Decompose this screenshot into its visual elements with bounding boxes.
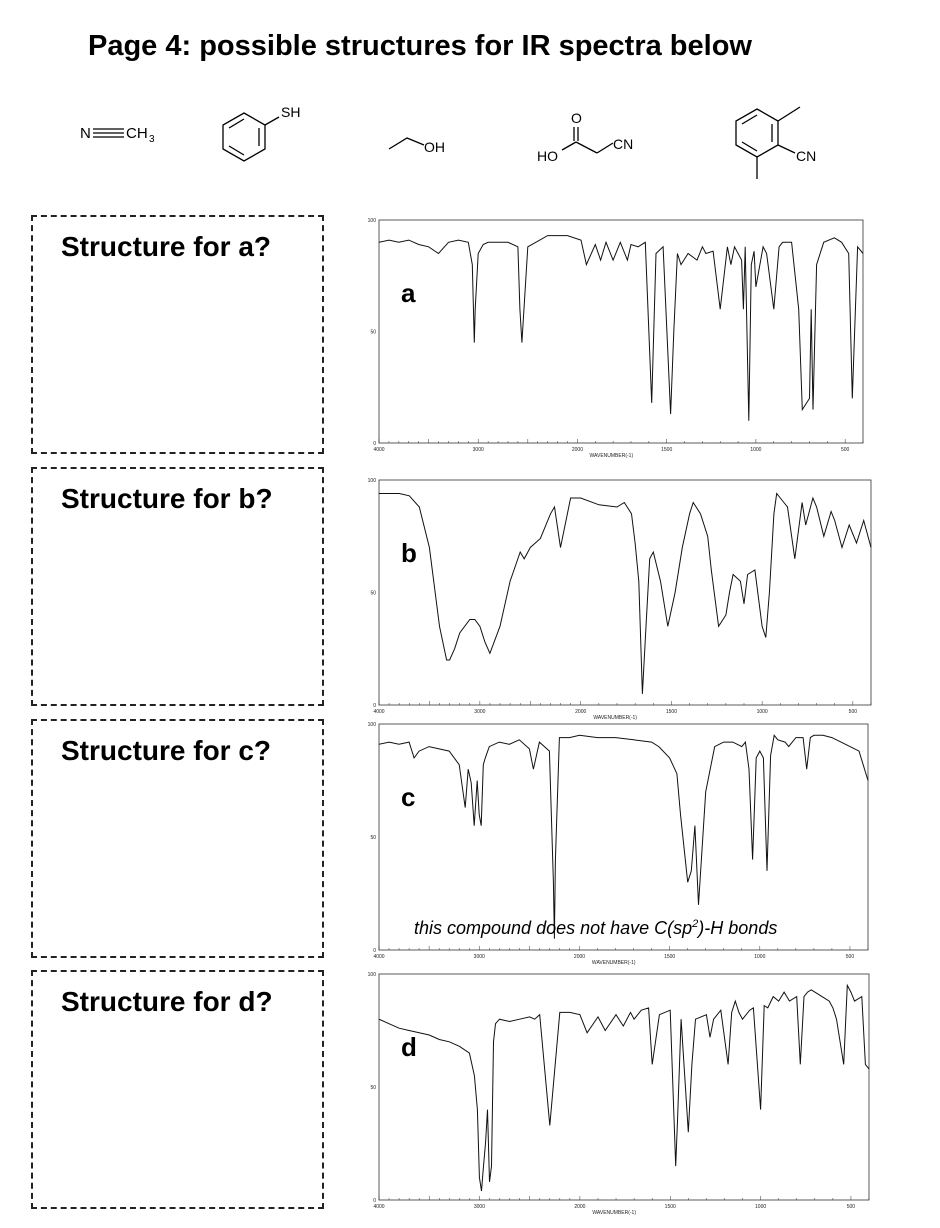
x-axis-label: WAVENUMBER(-1) <box>592 1210 636 1216</box>
plot-frame <box>378 219 864 444</box>
atom-label: CN <box>796 148 816 164</box>
spectrum-svg: 4000 3000 2000 1500 1000 500WAVENUMBER(-1)100… <box>368 218 864 459</box>
x-tick-label: 3000 <box>474 1204 485 1210</box>
y-tick-label: 50 <box>370 835 376 841</box>
structures-drawing: N CH 3 SH OH O HO <box>80 104 816 179</box>
x-tick-label: 3000 <box>474 709 485 715</box>
answer-box-b[interactable]: Structure for b? <box>31 467 324 706</box>
candidate-structures: N CH 3 SH OH O HO <box>0 95 940 195</box>
plot-frame <box>378 723 869 951</box>
spectrum-line <box>378 983 870 1192</box>
x-tick-label: 2000 <box>572 447 583 453</box>
x-tick-label: 2000 <box>574 954 585 960</box>
x-tick-label: 1500 <box>665 1204 676 1210</box>
atom-label: O <box>571 110 582 126</box>
y-tick-label: 100 <box>368 478 377 484</box>
x-tick-label: 4000 <box>373 709 384 715</box>
y-tick-label: 0 <box>373 1198 376 1204</box>
spectrum-svg: 4000 3000 2000 1500 1000 500WAVENUMBER(-1)100… <box>368 722 869 966</box>
x-tick-label: 1000 <box>755 1204 766 1210</box>
spectrum-letter: b <box>401 538 417 568</box>
x-tick-label: 2000 <box>575 709 586 715</box>
x-tick-label: 3000 <box>473 447 484 453</box>
x-tick-label: 3000 <box>474 954 485 960</box>
x-tick-label: 4000 <box>373 1204 384 1210</box>
spectrum-svg: 4000 3000 2000 1500 1000 500WAVENUMBER(-1)100… <box>368 972 870 1216</box>
answer-prompt-c: Structure for c? <box>61 735 272 766</box>
spectrum-c-note: this compound does not have C(sp2)-H bon… <box>414 918 777 939</box>
note-after: )-H bonds <box>698 918 778 938</box>
y-tick-label: 50 <box>370 330 376 336</box>
x-tick-label: 4000 <box>373 954 384 960</box>
structure-ethanol: OH <box>388 137 445 155</box>
spectrum-line <box>378 734 869 939</box>
y-tick-label: 100 <box>368 218 377 224</box>
spectrum-letter: d <box>401 1032 417 1062</box>
x-tick-label: 1500 <box>664 954 675 960</box>
atom-label: OH <box>424 139 445 155</box>
y-tick-label: 50 <box>370 1085 376 1091</box>
note-before: this compound does not have C(sp <box>414 918 693 938</box>
structure-dimethylbenzonitrile: CN <box>735 106 816 179</box>
structure-acetonitrile: N CH 3 <box>80 125 155 145</box>
atom-label: HO <box>537 148 558 164</box>
x-axis-label: WAVENUMBER(-1) <box>593 715 637 721</box>
x-tick-label: 2000 <box>574 1204 585 1210</box>
x-tick-label: 500 <box>847 1204 856 1210</box>
atom-label: SH <box>281 104 300 120</box>
note-sup: 2 <box>692 918 699 930</box>
ir-spectrum-a: 4000 3000 2000 1500 1000 500 WAVENUMBER(-1) 100… <box>363 214 873 464</box>
spectrum-line <box>378 235 864 421</box>
x-tick-label: 500 <box>841 447 850 453</box>
answer-prompt-d: Structure for d? <box>61 986 273 1017</box>
plot-frame <box>378 479 872 706</box>
atom-label: CH <box>126 125 148 142</box>
spectrum-letter: c <box>401 782 415 812</box>
atom-label: N <box>80 125 91 142</box>
x-tick-label: 4000 <box>373 447 384 453</box>
x-tick-label: 1000 <box>757 709 768 715</box>
spectrum-line <box>379 492 872 694</box>
x-tick-label: 1000 <box>750 447 761 453</box>
y-tick-label: 100 <box>368 972 377 978</box>
atom-label: 3 <box>149 134 155 145</box>
answer-prompt-b: Structure for b? <box>61 483 273 514</box>
plot-frame <box>378 973 870 1201</box>
ir-spectrum-b: 4000 3000 2000 1500 1000 500 WAVENUMBER(-1) 100… <box>363 474 873 724</box>
y-tick-label: 0 <box>373 441 376 447</box>
x-tick-label: 1000 <box>754 954 765 960</box>
y-tick-label: 50 <box>370 591 376 597</box>
answer-box-a[interactable]: Structure for a? <box>31 215 324 454</box>
x-tick-label: 1500 <box>666 709 677 715</box>
y-tick-label: 0 <box>373 948 376 954</box>
y-tick-label: 100 <box>368 722 377 728</box>
answer-prompt-a: Structure for a? <box>61 231 272 262</box>
y-tick-label: 0 <box>373 703 376 709</box>
answer-box-c[interactable]: Structure for c? <box>31 719 324 958</box>
spectrum-svg: 4000 3000 2000 1500 1000 500WAVENUMBER(-1)100… <box>368 478 872 721</box>
page-title: Page 4: possible structures for IR spect… <box>88 30 752 62</box>
x-tick-label: 500 <box>849 709 858 715</box>
ir-spectrum-c: 4000 3000 2000 1500 1000 500 WAVENUMBER(-1) 100… <box>363 718 873 968</box>
x-tick-label: 1500 <box>661 447 672 453</box>
atom-label: CN <box>613 136 633 152</box>
x-tick-label: 500 <box>846 954 855 960</box>
x-axis-label: WAVENUMBER(-1) <box>590 453 634 459</box>
structure-thiophenol: SH <box>222 104 300 162</box>
answer-box-d[interactable]: Structure for d? <box>31 970 324 1209</box>
ir-spectrum-d: 4000 3000 2000 1500 1000 500 WAVENUMBER(-1) 100… <box>363 968 873 1218</box>
x-axis-label: WAVENUMBER(-1) <box>592 960 636 966</box>
structure-cyanoacetic-acid: O HO CN <box>537 110 633 164</box>
spectrum-letter: a <box>401 278 416 308</box>
